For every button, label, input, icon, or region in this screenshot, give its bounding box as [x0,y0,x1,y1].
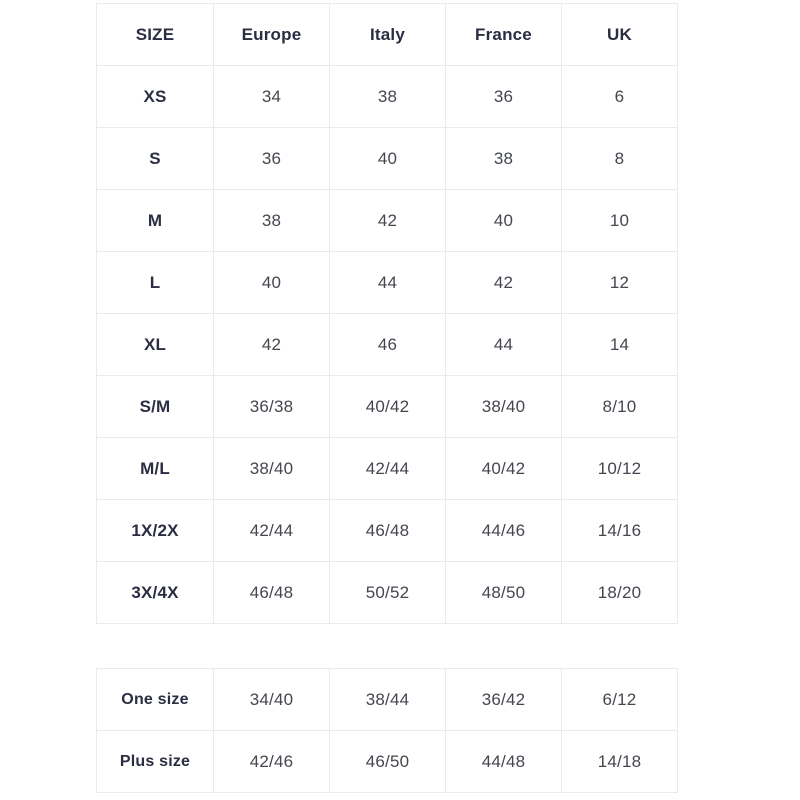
uk-value-cell: 10/12 [561,437,678,500]
size-label-cell: 1X/2X [96,499,214,562]
table-row: 1X/2X 42/44 46/48 44/46 14/16 [96,499,678,562]
france-value-cell: 36/42 [445,668,562,731]
table-row: Plus size 42/46 46/50 44/48 14/18 [96,730,678,793]
column-header-size: SIZE [96,3,214,66]
france-value-cell: 36 [445,65,562,128]
table-row: L 40 44 42 12 [96,251,678,314]
size-label-cell: XL [96,313,214,376]
europe-value-cell: 34/40 [213,668,330,731]
uk-value-cell: 14 [561,313,678,376]
italy-value-cell: 40/42 [329,375,446,438]
italy-value-cell: 46 [329,313,446,376]
europe-value-cell: 42/46 [213,730,330,793]
size-label-cell: Plus size [96,730,214,793]
uk-value-cell: 12 [561,251,678,314]
table-row: XL 42 46 44 14 [96,313,678,376]
table-row: One size 34/40 38/44 36/42 6/12 [96,668,678,731]
uk-value-cell: 6/12 [561,668,678,731]
column-header-italy: Italy [329,3,446,66]
table-body: XS 34 38 36 6 S 36 40 38 8 M 38 42 40 10 [96,65,678,624]
size-label-cell: M/L [96,437,214,500]
one-size-plus-size-table: One size 34/40 38/44 36/42 6/12 Plus siz… [96,668,678,793]
table-row: M 38 42 40 10 [96,189,678,252]
france-value-cell: 38/40 [445,375,562,438]
uk-value-cell: 14/18 [561,730,678,793]
table-row: S/M 36/38 40/42 38/40 8/10 [96,375,678,438]
size-label-cell: XS [96,65,214,128]
column-header-uk: UK [561,3,678,66]
europe-value-cell: 42/44 [213,499,330,562]
size-label-cell: S/M [96,375,214,438]
europe-value-cell: 38/40 [213,437,330,500]
italy-value-cell: 46/48 [329,499,446,562]
table-row: M/L 38/40 42/44 40/42 10/12 [96,437,678,500]
france-value-cell: 40 [445,189,562,252]
france-value-cell: 38 [445,127,562,190]
italy-value-cell: 44 [329,251,446,314]
table-row: S 36 40 38 8 [96,127,678,190]
italy-value-cell: 42/44 [329,437,446,500]
france-value-cell: 40/42 [445,437,562,500]
table-header: SIZE Europe Italy France UK [96,3,678,66]
size-label-cell: S [96,127,214,190]
table-row: XS 34 38 36 6 [96,65,678,128]
italy-value-cell: 42 [329,189,446,252]
europe-value-cell: 40 [213,251,330,314]
uk-value-cell: 14/16 [561,499,678,562]
uk-value-cell: 8 [561,127,678,190]
italy-value-cell: 50/52 [329,561,446,624]
italy-value-cell: 38 [329,65,446,128]
europe-value-cell: 46/48 [213,561,330,624]
uk-value-cell: 6 [561,65,678,128]
size-label-cell: 3X/4X [96,561,214,624]
uk-value-cell: 10 [561,189,678,252]
column-header-france: France [445,3,562,66]
france-value-cell: 44 [445,313,562,376]
france-value-cell: 42 [445,251,562,314]
table-body: One size 34/40 38/44 36/42 6/12 Plus siz… [96,668,678,793]
france-value-cell: 44/48 [445,730,562,793]
uk-value-cell: 8/10 [561,375,678,438]
italy-value-cell: 40 [329,127,446,190]
standard-size-conversion-table: SIZE Europe Italy France UK XS 34 38 36 … [96,3,678,624]
table-row: 3X/4X 46/48 50/52 48/50 18/20 [96,561,678,624]
europe-value-cell: 36/38 [213,375,330,438]
italy-value-cell: 38/44 [329,668,446,731]
europe-value-cell: 38 [213,189,330,252]
column-header-europe: Europe [213,3,330,66]
europe-value-cell: 34 [213,65,330,128]
table-header-row: SIZE Europe Italy France UK [96,3,678,66]
uk-value-cell: 18/20 [561,561,678,624]
europe-value-cell: 42 [213,313,330,376]
europe-value-cell: 36 [213,127,330,190]
size-label-cell: One size [96,668,214,731]
france-value-cell: 44/46 [445,499,562,562]
france-value-cell: 48/50 [445,561,562,624]
size-label-cell: L [96,251,214,314]
italy-value-cell: 46/50 [329,730,446,793]
size-label-cell: M [96,189,214,252]
